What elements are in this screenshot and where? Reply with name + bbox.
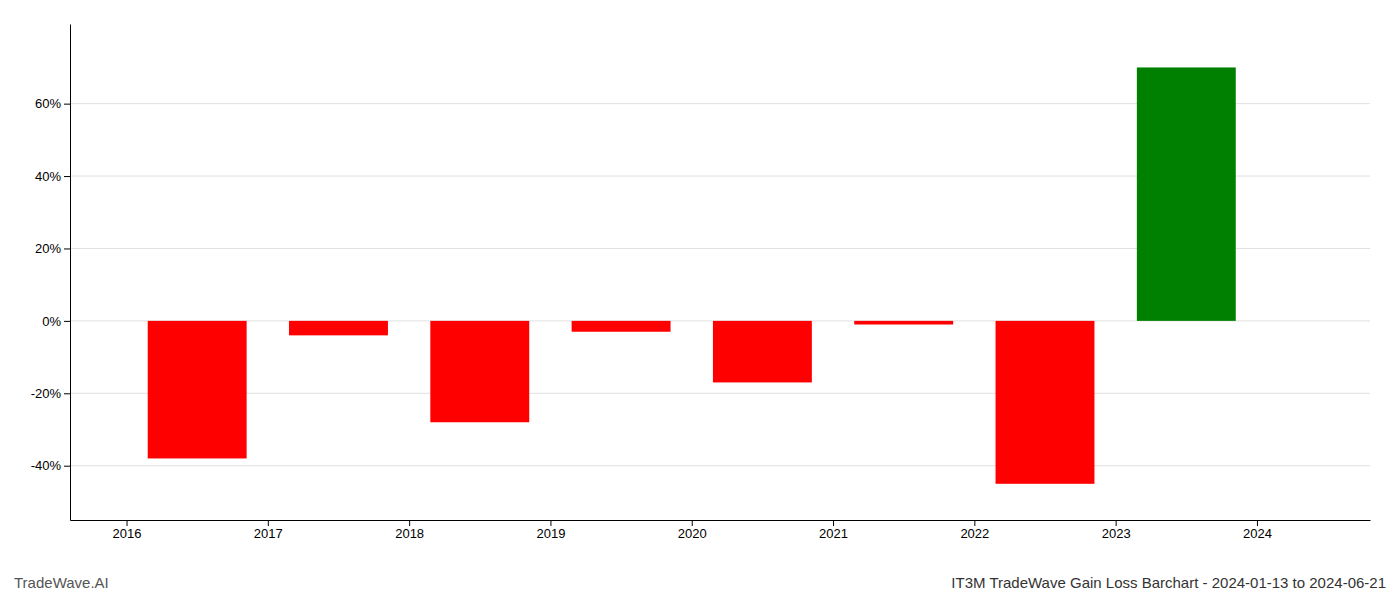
x-tick-mark: [974, 520, 975, 526]
y-axis-line: [70, 25, 71, 521]
bar: [572, 321, 671, 332]
x-tick-mark: [1116, 520, 1117, 526]
y-tick-mark: [64, 321, 70, 322]
y-tick-label: -40%: [31, 458, 62, 473]
x-tick-label: 2020: [678, 526, 707, 541]
x-axis-line: [71, 520, 1371, 521]
footnote: TradeWave.AI: [14, 574, 109, 591]
y-tick: 0%: [42, 314, 70, 329]
x-tick-mark: [550, 520, 551, 526]
y-tick-mark: [64, 104, 70, 105]
x-tick-mark: [1257, 520, 1258, 526]
x-tick-label: 2023: [1102, 526, 1131, 541]
grid-line: [70, 393, 1370, 394]
x-tick-label: 2022: [960, 526, 989, 541]
bar: [148, 321, 247, 459]
bar: [713, 321, 812, 383]
x-tick-label: 2016: [113, 526, 142, 541]
x-tick: 2023: [1102, 520, 1131, 541]
title: IT3M TradeWave Gain Loss Barchart - 2024…: [951, 574, 1386, 591]
y-tick-label: 0%: [42, 314, 61, 329]
x-tick: 2018: [395, 520, 424, 541]
y-tick-mark: [64, 176, 70, 177]
x-tick: 2021: [819, 520, 848, 541]
x-tick: 2022: [960, 520, 989, 541]
x-tick-mark: [692, 520, 693, 526]
y-tick-label: 40%: [35, 169, 61, 184]
x-tick-label: 2018: [395, 526, 424, 541]
y-tick: -40%: [31, 458, 70, 473]
y-tick: 40%: [35, 169, 70, 184]
y-axis: -40% -20% 0% 20% 40% 60%: [31, 25, 71, 521]
y-tick: 60%: [35, 96, 70, 111]
x-tick-mark: [268, 520, 269, 526]
grid-line: [70, 465, 1370, 466]
x-tick-label: 2017: [254, 526, 283, 541]
bars: [148, 67, 1236, 483]
y-tick: 20%: [35, 241, 70, 256]
x-tick-mark: [127, 520, 128, 526]
x-tick-mark: [833, 520, 834, 526]
y-tick-mark: [64, 466, 70, 467]
y-tick-label: 20%: [35, 241, 61, 256]
y-tick-label: 60%: [35, 96, 61, 111]
bar: [289, 321, 388, 335]
x-axis: 2016 2017 2018 2019 2020 2021 2022 2023 2024: [71, 520, 1371, 541]
x-tick-mark: [409, 520, 410, 526]
chart: 2016 2017 2018 2019 2020 2021 2022 2023 2024 -40%…: [0, 0, 1400, 600]
x-tick: 2017: [254, 520, 283, 541]
y-tick-mark: [64, 248, 70, 249]
x-tick: 2024: [1243, 520, 1272, 541]
bar: [854, 321, 953, 325]
x-tick-label: 2024: [1243, 526, 1272, 541]
x-tick-label: 2021: [819, 526, 848, 541]
y-tick-mark: [64, 393, 70, 394]
bar: [996, 321, 1095, 484]
y-tick-label: -20%: [31, 386, 62, 401]
y-tick: -20%: [31, 386, 70, 401]
x-tick: 2016: [113, 520, 142, 541]
x-tick: 2019: [536, 520, 565, 541]
x-tick-label: 2019: [536, 526, 565, 541]
plot: 2016 2017 2018 2019 2020 2021 2022 2023 2024 -40%…: [31, 25, 1371, 542]
bar: [430, 321, 529, 422]
bar: [1137, 67, 1236, 320]
x-tick: 2020: [678, 520, 707, 541]
